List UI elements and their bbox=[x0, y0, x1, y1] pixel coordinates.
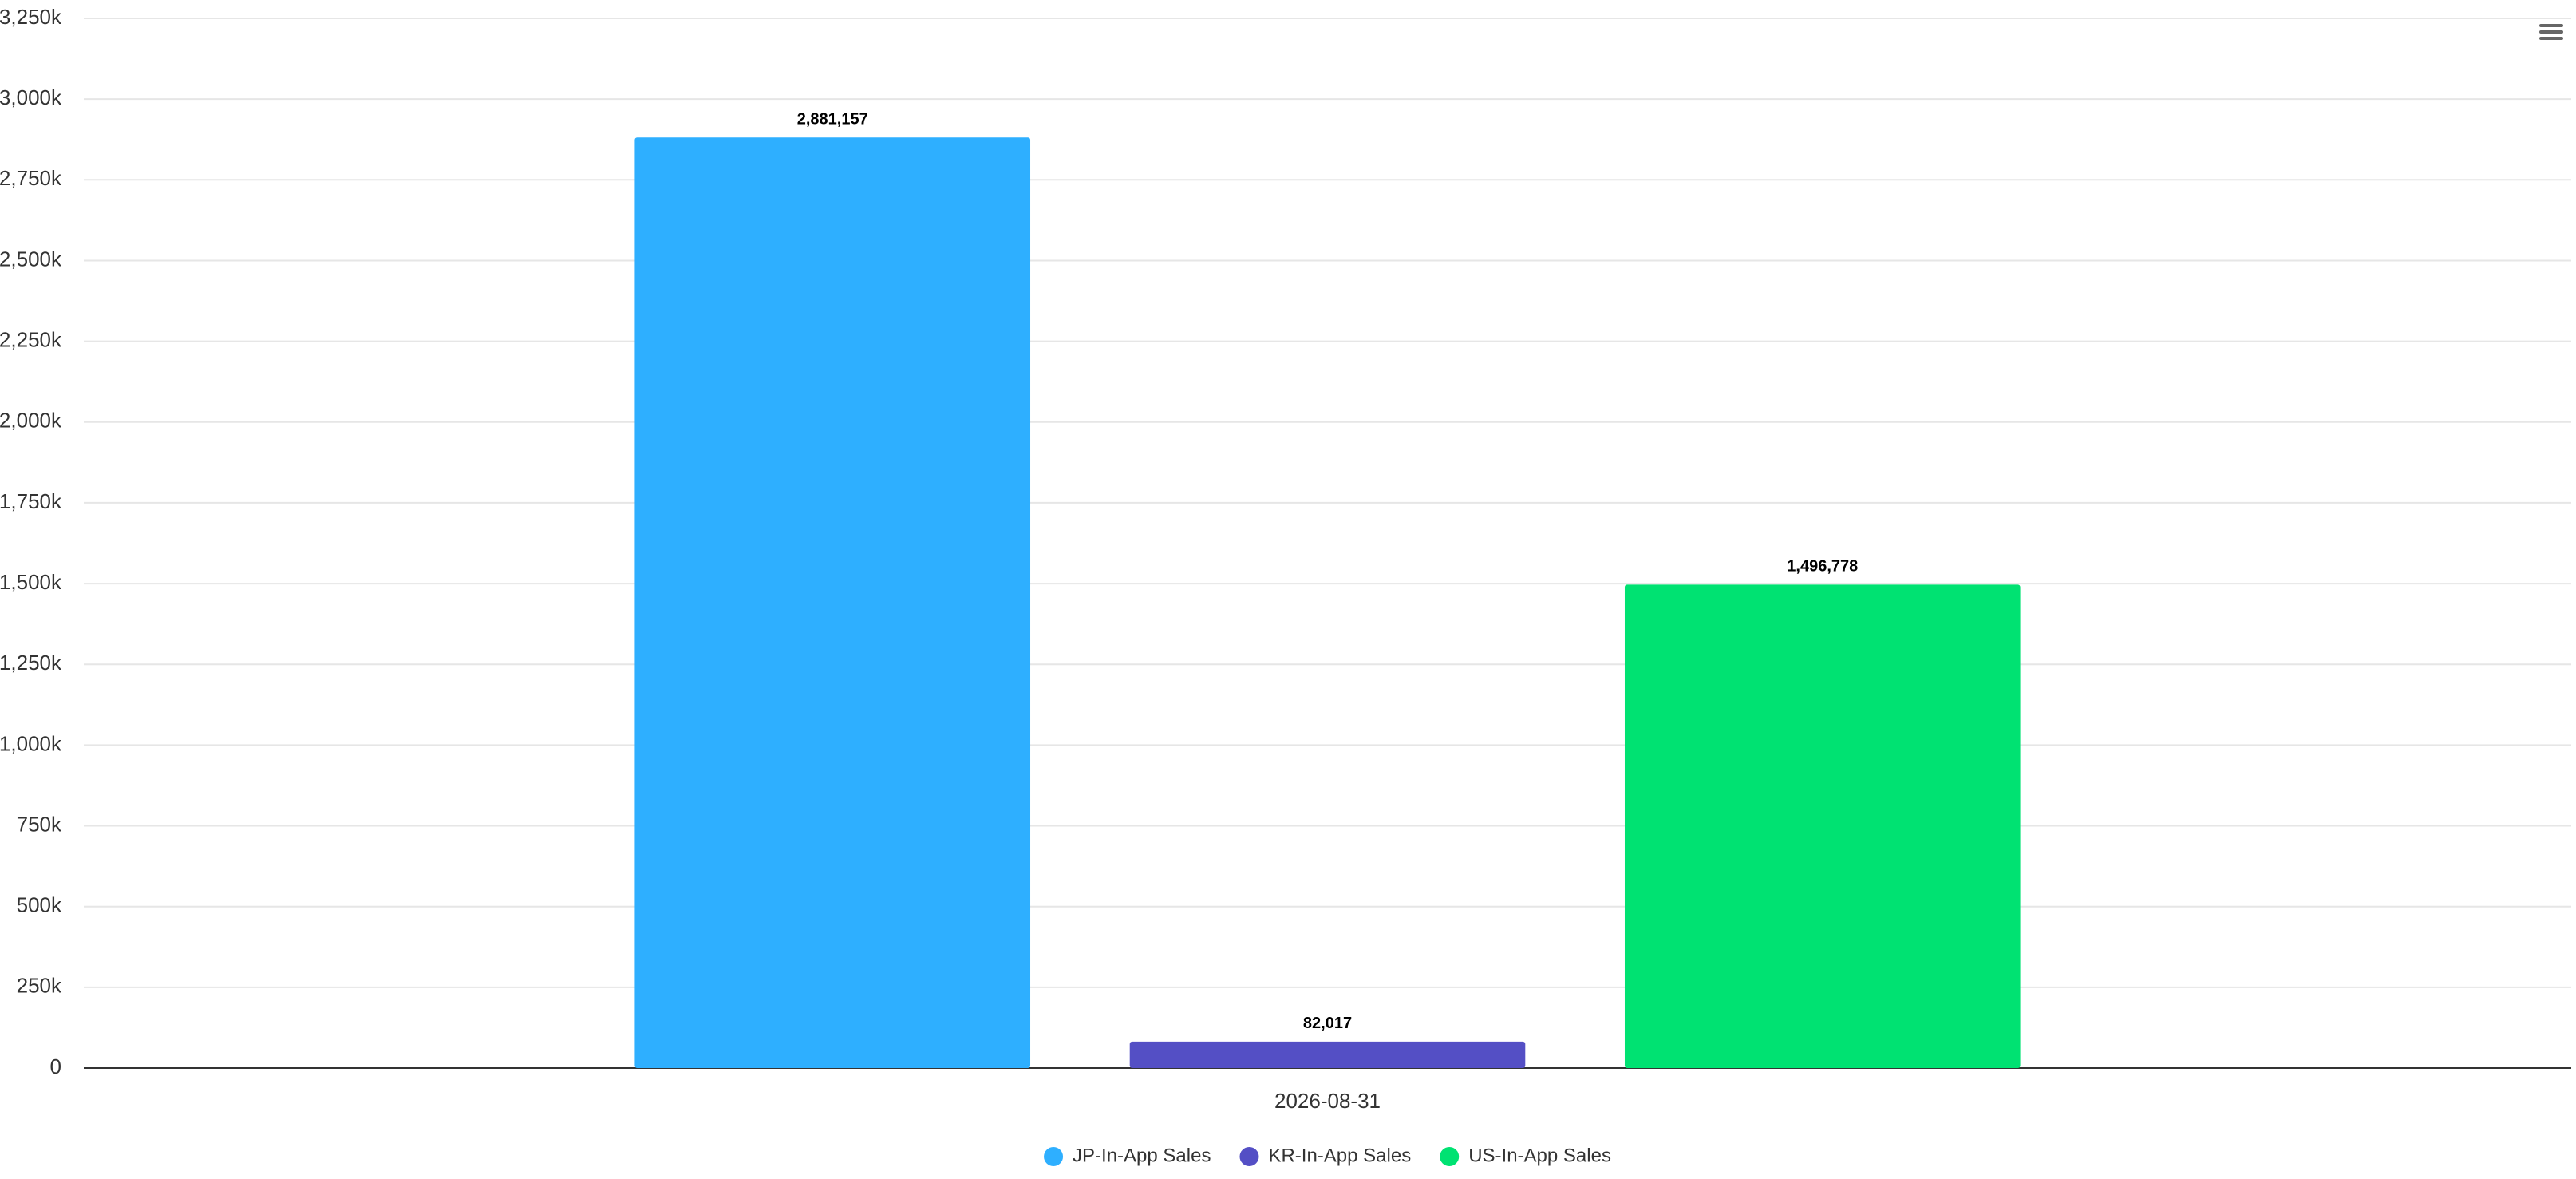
y-tick-label: 500k bbox=[17, 893, 62, 917]
menu-bar bbox=[2539, 30, 2563, 34]
bar bbox=[634, 137, 1031, 1069]
y-tick-label: 2,000k bbox=[0, 409, 62, 433]
value-label: 2,881,157 bbox=[797, 111, 868, 129]
x-tick-label: 2026-08-31 bbox=[1274, 1089, 1381, 1113]
legend-label: JP-In-App Sales bbox=[1073, 1145, 1211, 1166]
y-tick-label: 2,750k bbox=[0, 166, 62, 190]
bar bbox=[1129, 1041, 1526, 1068]
y-tick-label: 1,000k bbox=[0, 731, 62, 755]
menu-icon[interactable] bbox=[2539, 24, 2563, 40]
legend-label: KR-In-App Sales bbox=[1268, 1145, 1411, 1166]
bar bbox=[1624, 584, 2021, 1068]
value-label: 1,496,778 bbox=[1787, 558, 1858, 576]
y-tick-label: 2,250k bbox=[0, 327, 62, 351]
y-tick-label: 1,750k bbox=[0, 489, 62, 513]
legend-label: US-In-App Sales bbox=[1468, 1145, 1611, 1166]
legend-marker bbox=[1440, 1147, 1460, 1166]
y-tick-label: 0 bbox=[50, 1054, 61, 1078]
value-label: 82,017 bbox=[1303, 1015, 1352, 1032]
legend: JP-In-App Sales KR-In-App Sales US-In-App … bbox=[1044, 1145, 1611, 1166]
y-tick-label: 250k bbox=[17, 974, 62, 998]
y-tick-label: 2,500k bbox=[0, 247, 62, 271]
y-tick-label: 3,250k bbox=[0, 5, 62, 29]
y-tick-label: 1,500k bbox=[0, 570, 62, 594]
legend-marker bbox=[1044, 1147, 1064, 1166]
menu-bar bbox=[2539, 37, 2563, 40]
y-tick-label: 1,250k bbox=[0, 651, 62, 675]
y-tick-label: 3,000k bbox=[0, 85, 62, 109]
legend-marker bbox=[1239, 1147, 1259, 1166]
y-tick-label: 750k bbox=[17, 812, 62, 836]
menu-bar bbox=[2539, 24, 2563, 27]
